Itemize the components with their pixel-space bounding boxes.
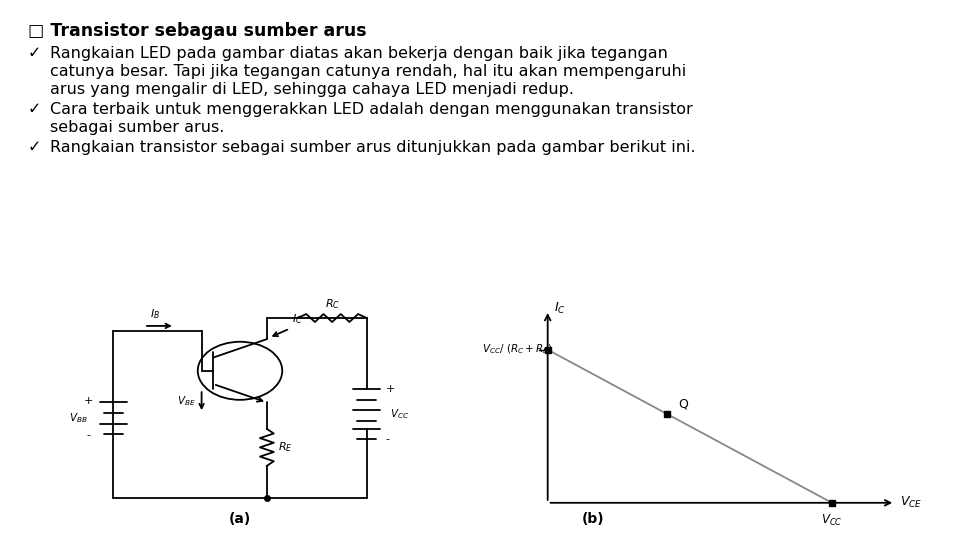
Text: arus yang mengalir di LED, sehingga cahaya LED menjadi redup.: arus yang mengalir di LED, sehingga caha… — [50, 82, 574, 97]
Text: $V_{CE}$: $V_{CE}$ — [900, 495, 922, 510]
Text: $R_C$: $R_C$ — [324, 298, 340, 312]
Text: +: + — [386, 384, 396, 394]
Text: (b): (b) — [582, 511, 604, 525]
Text: Cara terbaik untuk menggerakkan LED adalah dengan menggunakan transistor: Cara terbaik untuk menggerakkan LED adal… — [50, 102, 693, 117]
Text: □ Transistor sebagau sumber arus: □ Transistor sebagau sumber arus — [28, 22, 367, 40]
Text: ✓: ✓ — [28, 46, 41, 61]
Text: catunya besar. Tapi jika tegangan catunya rendah, hal itu akan mempengaruhi: catunya besar. Tapi jika tegangan catuny… — [50, 64, 686, 79]
Text: -: - — [386, 435, 390, 444]
Text: ✓: ✓ — [28, 102, 41, 117]
Text: $R_E$: $R_E$ — [278, 441, 293, 454]
Text: $V_{BE}$: $V_{BE}$ — [177, 394, 196, 408]
Text: sebagai sumber arus.: sebagai sumber arus. — [50, 120, 225, 135]
Text: $V_{CC}$/ ($R_C + R_E$): $V_{CC}$/ ($R_C + R_E$) — [482, 343, 553, 356]
Text: (a): (a) — [228, 511, 252, 525]
Text: -: - — [86, 430, 90, 441]
Text: $V_{CC}$: $V_{CC}$ — [390, 408, 409, 421]
Text: $I_C$: $I_C$ — [555, 301, 566, 316]
Text: ✓: ✓ — [28, 140, 41, 155]
Text: $I_C$: $I_C$ — [292, 312, 302, 326]
Text: Rangkaian transistor sebagai sumber arus ditunjukkan pada gambar berikut ini.: Rangkaian transistor sebagai sumber arus… — [50, 140, 696, 155]
Text: $V_{BB}$: $V_{BB}$ — [69, 411, 87, 425]
Text: Rangkaian LED pada gambar diatas akan bekerja dengan baik jika tegangan: Rangkaian LED pada gambar diatas akan be… — [50, 46, 668, 61]
Text: Q: Q — [679, 397, 688, 410]
Text: +: + — [84, 396, 93, 406]
Text: $V_{CC}$: $V_{CC}$ — [821, 512, 843, 528]
Text: $I_B$: $I_B$ — [151, 307, 160, 321]
